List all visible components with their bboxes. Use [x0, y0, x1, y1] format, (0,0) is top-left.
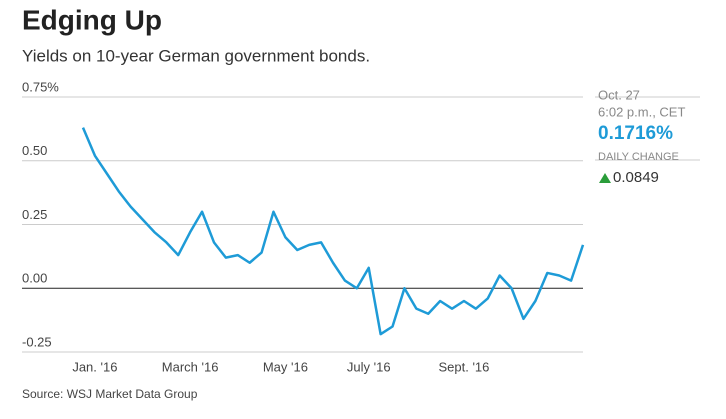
x-tick-label: Sept. '16 [438, 359, 489, 374]
x-tick-label: March '16 [162, 359, 219, 374]
annotation-change-label: DAILY CHANGE [598, 151, 679, 163]
y-tick-label: 0.00 [22, 271, 47, 286]
annotation-date: Oct. 27 [598, 87, 640, 102]
chart-subtitle: Yields on 10-year German government bond… [22, 46, 370, 65]
annotation-change: 0.0849 [613, 169, 659, 186]
y-tick-label: 0.50 [22, 143, 47, 158]
y-tick-label: -0.25 [22, 334, 52, 349]
y-tick-label: 0.75% [22, 79, 59, 94]
annotation-value: 0.1716% [598, 123, 673, 144]
source: Source: WSJ Market Data Group [22, 387, 198, 401]
x-tick-label: May '16 [263, 359, 308, 374]
up-arrow [599, 173, 611, 183]
annotation-time: 6:02 p.m., CET [598, 104, 685, 119]
chart-title: Edging Up [22, 4, 162, 35]
y-tick-label: 0.25 [22, 207, 47, 222]
line [81, 127, 585, 336]
x-tick-label: July '16 [347, 359, 391, 374]
x-tick-label: Jan. '16 [72, 359, 117, 374]
